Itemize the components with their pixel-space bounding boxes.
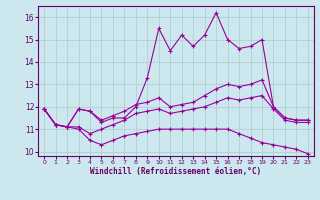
X-axis label: Windchill (Refroidissement éolien,°C): Windchill (Refroidissement éolien,°C) xyxy=(91,167,261,176)
